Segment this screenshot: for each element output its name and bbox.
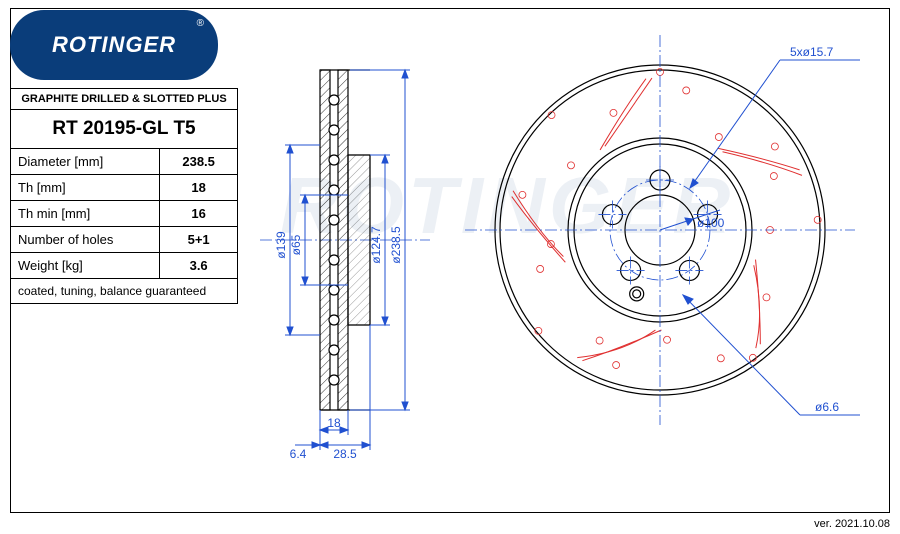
dim-18: 18: [327, 416, 341, 430]
dim-d2385: ø238.5: [389, 226, 403, 264]
front-view: 5xø15.7 ø100 ø6.6: [430, 20, 880, 440]
side-view-svg: ø139 ø65 ø124.7 ø238.5 18 28.5 6.4: [260, 30, 440, 470]
dim-d100: ø100: [697, 216, 725, 230]
part-number: RT 20195-GL T5: [11, 110, 238, 149]
dim-holes: 5xø15.7: [790, 45, 834, 59]
spec-value: 238.5: [160, 149, 238, 175]
version-text: ver. 2021.10.08: [814, 518, 890, 530]
spec-value: 5+1: [160, 227, 238, 253]
spec-value: 16: [160, 201, 238, 227]
spec-value: 3.6: [160, 253, 238, 279]
spec-footer: coated, tuning, balance guaranteed: [11, 279, 238, 304]
spec-label: Diameter [mm]: [11, 149, 160, 175]
spec-label: Number of holes: [11, 227, 160, 253]
dim-d65: ø65: [289, 234, 303, 255]
logo: ROTINGER ®: [10, 10, 218, 80]
spec-label: Weight [kg]: [11, 253, 160, 279]
spec-value: 18: [160, 175, 238, 201]
spec-label: Th min [mm]: [11, 201, 160, 227]
logo-mark: ®: [197, 18, 204, 29]
logo-text: ROTINGER: [52, 32, 176, 58]
dim-285: 28.5: [333, 447, 357, 461]
spec-table: GRAPHITE DRILLED & SLOTTED PLUS RT 20195…: [10, 88, 238, 304]
spec-label: Th [mm]: [11, 175, 160, 201]
front-view-svg: 5xø15.7 ø100 ø6.6: [430, 20, 880, 450]
dim-64: 6.4: [290, 447, 307, 461]
side-view: ø139 ø65 ø124.7 ø238.5 18 28.5 6.4: [260, 30, 440, 460]
dim-d139: ø139: [274, 231, 288, 259]
spec-header: GRAPHITE DRILLED & SLOTTED PLUS: [11, 89, 238, 110]
dim-d1247: ø124.7: [369, 226, 383, 264]
dim-d66: ø6.6: [815, 400, 839, 414]
